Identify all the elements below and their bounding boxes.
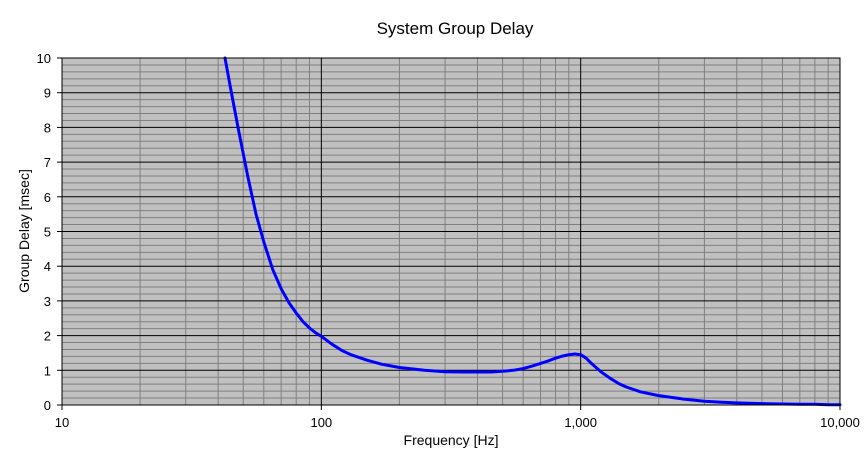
y-tick-label: 3 xyxy=(44,294,51,309)
x-tick-label: 10,000 xyxy=(820,415,860,430)
x-tick-label: 1,000 xyxy=(564,415,597,430)
chart-title: System Group Delay xyxy=(377,19,534,38)
y-tick-label: 10 xyxy=(37,51,51,66)
y-tick-label: 2 xyxy=(44,329,51,344)
x-tick-label: 10 xyxy=(55,415,69,430)
y-tick-label: 1 xyxy=(44,363,51,378)
axis-ticks: 0 1 2 3 4 5 6 7 8 9 10 10 100 1,000 10,000 xyxy=(37,51,860,430)
y-tick-label: 5 xyxy=(44,225,51,240)
y-tick-label: 6 xyxy=(44,190,51,205)
y-tick-label: 4 xyxy=(44,259,51,274)
group-delay-series-line xyxy=(223,56,842,407)
y-tick-label: 9 xyxy=(44,86,51,101)
series-layer xyxy=(223,56,842,407)
x-axis-label: Frequency [Hz] xyxy=(404,432,499,448)
y-tick-label: 8 xyxy=(44,120,51,135)
grid-lines xyxy=(61,57,841,406)
y-tick-label: 7 xyxy=(44,155,51,170)
x-tick-label: 100 xyxy=(310,415,332,430)
y-tick-label: 0 xyxy=(44,398,51,413)
y-axis-label: Group Delay [msec] xyxy=(16,169,32,293)
